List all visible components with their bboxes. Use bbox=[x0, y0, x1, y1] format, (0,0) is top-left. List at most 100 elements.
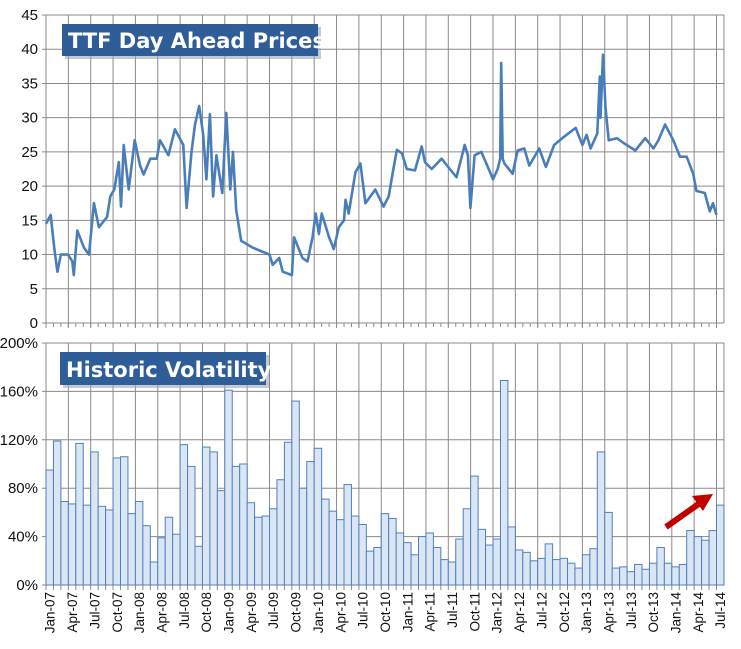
volatility-chart-title: Historic Volatility bbox=[60, 352, 272, 388]
volatility-bar bbox=[544, 543, 554, 586]
volatility-bar bbox=[567, 562, 576, 586]
volatility-bar bbox=[432, 546, 442, 586]
volatility-bar bbox=[97, 505, 107, 586]
volatility-bar bbox=[373, 546, 382, 586]
volatility-bar bbox=[619, 566, 628, 586]
volatility-bar bbox=[611, 567, 621, 586]
x-tick-label: Apr-07 bbox=[65, 592, 80, 633]
volatility-bar bbox=[313, 447, 323, 586]
volatility-y-tick-label: 120% bbox=[0, 432, 38, 449]
x-tick-label: Apr-12 bbox=[512, 592, 527, 633]
volatility-bar bbox=[634, 563, 643, 586]
volatility-bar bbox=[224, 389, 233, 586]
volatility-bar bbox=[492, 538, 501, 586]
volatility-y-tick-label: 80% bbox=[8, 480, 38, 497]
volatility-bar bbox=[194, 545, 203, 586]
volatility-bar bbox=[410, 554, 419, 586]
volatility-bar bbox=[626, 571, 636, 586]
x-tick-label: Oct-12 bbox=[557, 592, 572, 633]
volatility-bar bbox=[254, 516, 263, 586]
price-series-line bbox=[44, 53, 718, 277]
volatility-bar bbox=[112, 457, 122, 586]
volatility-bar bbox=[90, 451, 99, 586]
x-tick-label: Oct-09 bbox=[289, 592, 304, 633]
x-tick-label: Oct-11 bbox=[467, 592, 482, 632]
price-chart-title: TTF Day Ahead Prices bbox=[62, 24, 325, 59]
volatility-bar bbox=[67, 503, 77, 586]
x-tick-label: Jul-11 bbox=[445, 592, 460, 628]
volatility-bar bbox=[127, 513, 136, 586]
volatility-bar bbox=[336, 519, 345, 586]
x-tick-label: Apr-11 bbox=[423, 592, 438, 632]
volatility-y-axis: 0% 40% 80% 120% 160% 200% bbox=[0, 335, 38, 594]
volatility-bar bbox=[52, 440, 62, 586]
volatility-y-tick-label: 200% bbox=[0, 335, 38, 352]
volatility-bar bbox=[559, 557, 568, 586]
volatility-bar bbox=[663, 562, 673, 586]
x-tick-label: Jan-08 bbox=[132, 592, 147, 633]
x-tick-label: Oct-10 bbox=[378, 592, 393, 633]
volatility-bar bbox=[179, 444, 189, 586]
x-tick-label: Jan-13 bbox=[579, 592, 594, 633]
volatility-bar bbox=[477, 528, 487, 586]
volatility-bar bbox=[134, 501, 144, 586]
volatility-bar bbox=[596, 451, 606, 586]
volatility-bar bbox=[678, 563, 688, 586]
volatility-bar bbox=[172, 533, 181, 586]
x-tick-label: Apr-08 bbox=[155, 592, 170, 633]
price-y-tick-label: 45 bbox=[21, 7, 38, 24]
volatility-bar bbox=[60, 501, 69, 586]
volatility-bar bbox=[455, 538, 464, 586]
x-tick-label: Jan-07 bbox=[43, 592, 58, 633]
volatility-bar bbox=[187, 465, 196, 586]
volatility-bar bbox=[671, 566, 680, 586]
volatility-bar bbox=[209, 451, 218, 586]
x-tick-label: Jan-10 bbox=[311, 592, 326, 633]
volatility-bar bbox=[328, 510, 338, 586]
price-y-axis: 0 5 10 15 20 25 30 35 40 45 bbox=[21, 7, 38, 332]
volatility-bar bbox=[231, 465, 241, 586]
volatility-bar bbox=[418, 536, 427, 586]
x-tick-label: Oct-13 bbox=[646, 592, 661, 633]
price-chart-grid bbox=[42, 14, 725, 328]
volatility-bar bbox=[45, 469, 54, 586]
volatility-bar bbox=[380, 513, 390, 586]
volatility-bar bbox=[552, 559, 561, 586]
x-tick-label: Apr-13 bbox=[602, 592, 617, 633]
volatility-bar bbox=[164, 516, 174, 586]
volatility-bar bbox=[529, 560, 539, 586]
x-tick-label: Jan-11 bbox=[400, 592, 415, 632]
volatility-y-tick-label: 160% bbox=[0, 383, 38, 400]
x-tick-label: Jul-07 bbox=[87, 592, 102, 629]
volatility-bar bbox=[343, 484, 352, 586]
volatility-bar bbox=[716, 504, 725, 586]
price-y-tick-label: 40 bbox=[21, 41, 38, 58]
x-tick-label: Jul-10 bbox=[356, 592, 371, 629]
x-tick-label: Jul-13 bbox=[624, 592, 639, 629]
volatility-bar bbox=[403, 542, 412, 586]
volatility-bar bbox=[269, 508, 278, 586]
volatility-bar bbox=[641, 568, 650, 586]
volatility-bar bbox=[447, 561, 457, 586]
volatility-bar bbox=[462, 508, 472, 586]
volatility-bar bbox=[589, 548, 598, 586]
volatility-y-tick-label: 40% bbox=[8, 529, 38, 546]
price-y-tick-label: 25 bbox=[21, 144, 38, 161]
volatility-bar bbox=[701, 539, 710, 586]
volatility-y-tick-label: 0% bbox=[16, 577, 38, 594]
volatility-bar bbox=[216, 490, 226, 586]
volatility-bar bbox=[350, 515, 360, 586]
price-y-tick-label: 5 bbox=[30, 281, 38, 298]
price-chart-title-text: TTF Day Ahead Prices bbox=[68, 29, 325, 53]
price-y-tick-label: 35 bbox=[21, 75, 38, 92]
volatility-bar bbox=[604, 511, 613, 586]
x-tick-label: Jul-09 bbox=[266, 592, 281, 629]
volatility-bars bbox=[45, 380, 725, 586]
volatility-bar bbox=[276, 479, 285, 586]
volatility-bar bbox=[470, 475, 479, 586]
x-axis-labels: Jan-07 Apr-07 Jul-07 Oct-07 Jan-08 Apr-08 Jul-… bbox=[43, 592, 729, 634]
volatility-bar bbox=[246, 502, 256, 586]
x-tick-label: Jan-12 bbox=[490, 592, 505, 633]
volatility-bar bbox=[395, 532, 405, 586]
price-y-tick-label: 0 bbox=[30, 315, 38, 332]
